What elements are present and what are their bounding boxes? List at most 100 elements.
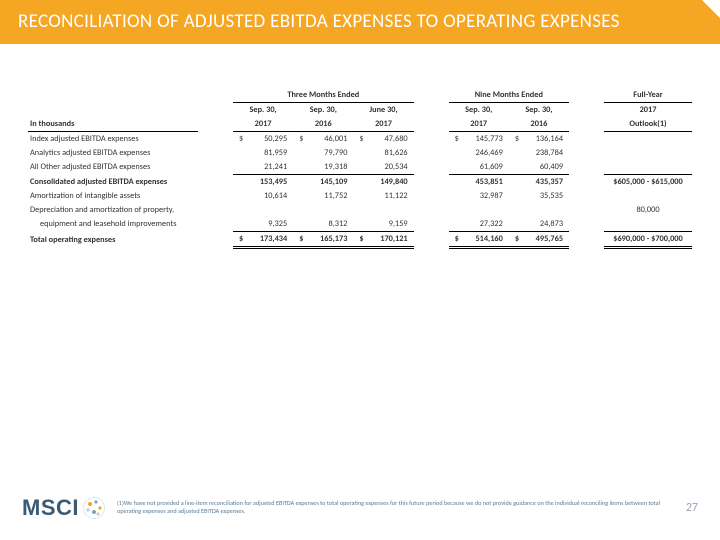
value-cell: 11,752 — [303, 189, 353, 203]
currency-symbol — [233, 146, 243, 160]
table-row: Depreciation and amortization of propert… — [28, 203, 692, 217]
value-cell: 10,614 — [243, 189, 293, 203]
row-label: All Other adjusted EBITDA expenses — [28, 160, 198, 175]
currency-symbol — [293, 146, 303, 160]
row-label: equipment and leasehold improvements — [28, 217, 198, 232]
value-cell: 173,434 — [243, 231, 293, 247]
value-cell — [303, 203, 353, 217]
column-header: June 30, — [353, 102, 413, 117]
value-cell: 165,173 — [303, 231, 353, 247]
currency-symbol — [233, 217, 243, 232]
content-area: Three Months Ended Nine Months Ended Full-… — [0, 44, 720, 249]
value-cell: 81,626 — [364, 146, 414, 160]
logo-text: MSCI — [22, 495, 79, 521]
value-cell: 61,609 — [459, 160, 509, 175]
period-group-header: Nine Months Ended — [449, 88, 569, 103]
value-cell: 8,312 — [303, 217, 353, 232]
value-cell: 170,121 — [364, 231, 414, 247]
value-cell: 136,164 — [519, 131, 569, 146]
value-cell: 79,790 — [303, 146, 353, 160]
currency-symbol — [293, 160, 303, 175]
value-cell: 145,109 — [303, 174, 353, 189]
value-cell: 435,357 — [519, 174, 569, 189]
reconciliation-table: Three Months Ended Nine Months Ended Full-… — [28, 88, 692, 249]
currency-symbol — [233, 189, 243, 203]
value-cell: 81,959 — [243, 146, 293, 160]
period-group-header: Three Months Ended — [233, 88, 414, 103]
value-cell: 19,318 — [303, 160, 353, 175]
currency-symbol — [449, 146, 459, 160]
globe-icon — [83, 497, 105, 519]
currency-symbol — [449, 217, 459, 232]
value-cell: 453,851 — [459, 174, 509, 189]
row-label: Analytics adjusted EBITDA expenses — [28, 146, 198, 160]
currency-symbol — [353, 146, 363, 160]
column-header: Sep. 30, — [293, 102, 353, 117]
unit-label: In thousands — [28, 117, 198, 132]
currency-symbol: $ — [449, 231, 459, 247]
period-group-header: Full-Year — [604, 88, 692, 103]
value-cell: 47,680 — [364, 131, 414, 146]
value-cell — [519, 203, 569, 217]
outlook-cell — [604, 189, 692, 203]
currency-symbol — [509, 160, 519, 175]
table-row: Consolidated adjusted EBITDA expenses153… — [28, 174, 692, 189]
currency-symbol — [293, 203, 303, 217]
table-row: All Other adjusted EBITDA expenses21,241… — [28, 160, 692, 175]
table-row: Index adjusted EBITDA expenses$50,295$46… — [28, 131, 692, 146]
value-cell: 514,160 — [459, 231, 509, 247]
column-header: Sep. 30, — [449, 102, 509, 117]
column-subheader: 2016 — [509, 117, 569, 132]
currency-symbol: $ — [449, 131, 459, 146]
table-head: Three Months Ended Nine Months Ended Full-… — [28, 88, 692, 132]
outlook-cell: $690,000 - $700,000 — [604, 231, 692, 247]
currency-symbol — [509, 174, 519, 189]
page-number: 27 — [674, 501, 698, 515]
row-label: Consolidated adjusted EBITDA expenses — [28, 174, 198, 189]
outlook-cell — [604, 131, 692, 146]
value-cell: 149,840 — [364, 174, 414, 189]
currency-symbol — [293, 189, 303, 203]
value-cell — [243, 203, 293, 217]
value-cell — [364, 203, 414, 217]
currency-symbol: $ — [509, 231, 519, 247]
column-header: 2017 — [604, 102, 692, 117]
currency-symbol — [449, 189, 459, 203]
column-subheader: 2017 — [353, 117, 413, 132]
table-row: equipment and leasehold improvements9,32… — [28, 217, 692, 232]
currency-symbol — [449, 174, 459, 189]
table-body: Index adjusted EBITDA expenses$50,295$46… — [28, 131, 692, 247]
value-cell: 32,987 — [459, 189, 509, 203]
currency-symbol — [233, 174, 243, 189]
value-cell: 9,159 — [364, 217, 414, 232]
currency-symbol — [509, 146, 519, 160]
currency-symbol — [353, 189, 363, 203]
outlook-cell — [604, 146, 692, 160]
table-row: Analytics adjusted EBITDA expenses 81,959… — [28, 146, 692, 160]
currency-symbol — [353, 160, 363, 175]
column-subheader: 2016 — [293, 117, 353, 132]
outlook-cell — [604, 160, 692, 175]
column-header: Sep. 30, — [233, 102, 293, 117]
currency-symbol — [233, 203, 243, 217]
currency-symbol: $ — [293, 131, 303, 146]
currency-symbol — [353, 217, 363, 232]
footer: MSCI (1)We have not provided a line-item… — [0, 480, 720, 540]
value-cell: 495,765 — [519, 231, 569, 247]
column-header: Sep. 30, — [509, 102, 569, 117]
currency-symbol — [353, 203, 363, 217]
brand-logo: MSCI — [22, 495, 105, 521]
value-cell: 24,873 — [519, 217, 569, 232]
outlook-cell: $605,000 - $615,000 — [604, 174, 692, 189]
currency-symbol — [293, 174, 303, 189]
row-label: Amortization of intangible assets — [28, 189, 198, 203]
table-row: Amortization of intangible assets 10,614 1… — [28, 189, 692, 203]
currency-symbol: $ — [293, 231, 303, 247]
value-cell — [459, 203, 509, 217]
value-cell: 145,773 — [459, 131, 509, 146]
column-subheader: 2017 — [233, 117, 293, 132]
value-cell: 27,322 — [459, 217, 509, 232]
value-cell: 20,534 — [364, 160, 414, 175]
outlook-cell — [604, 217, 692, 232]
currency-symbol — [449, 160, 459, 175]
